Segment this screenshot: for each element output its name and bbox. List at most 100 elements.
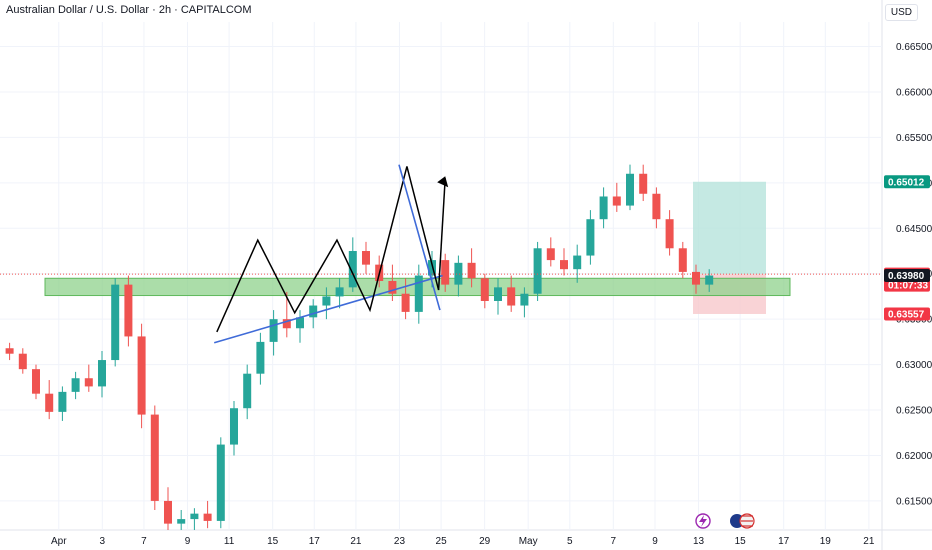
price-tag: 0.63557 [884, 307, 930, 321]
candle [692, 264, 700, 294]
candle [388, 264, 397, 301]
candle [348, 237, 357, 292]
price-tag: 0.63980 [884, 269, 930, 283]
candle [533, 241, 542, 301]
time-tick-label: 17 [778, 536, 790, 547]
trendline [213, 274, 443, 344]
time-tick-label: 25 [436, 536, 448, 547]
time-tick-label: 7 [611, 536, 617, 547]
time-tick-label: 17 [309, 536, 321, 547]
price-tick-label: 0.66000 [896, 87, 932, 98]
price-tick-label: 0.62500 [896, 406, 932, 417]
candle [5, 342, 14, 361]
time-tick-label: 9 [652, 536, 658, 547]
lightning-event-icon[interactable] [695, 513, 711, 529]
candle [441, 253, 450, 292]
candle [507, 275, 516, 312]
target-box [693, 181, 766, 275]
time-tick-label: 21 [350, 536, 362, 547]
candle [269, 310, 278, 356]
candle [494, 278, 502, 315]
candle [203, 500, 212, 529]
flag-event-icon[interactable] [730, 513, 755, 529]
candle [84, 364, 93, 392]
time-tick-label: 29 [479, 536, 491, 547]
time-tick-label: 15 [735, 536, 747, 547]
svg-text:0.63557: 0.63557 [888, 309, 925, 320]
price-tick-label: 0.63000 [896, 360, 932, 371]
candle [639, 164, 648, 202]
event-icons[interactable] [695, 513, 755, 529]
candle [467, 248, 476, 288]
candle [665, 210, 674, 256]
candle [296, 310, 304, 343]
arrow-head [437, 176, 449, 188]
candle [177, 510, 186, 530]
price-tick-label: 0.61500 [896, 496, 932, 507]
time-tick-label: 13 [693, 536, 705, 547]
time-tick-label: May [519, 536, 538, 547]
candle [45, 380, 54, 420]
time-tick-label: 15 [267, 536, 279, 547]
candle [111, 278, 120, 367]
candle [124, 275, 133, 347]
candle [32, 364, 40, 400]
candle [612, 182, 621, 212]
candle [362, 241, 370, 274]
candle [322, 287, 331, 320]
time-axis[interactable]: Apr 3 7 9 11 15 17 21 23 25 29 May 5 7 9 13 15 17 19 21 [51, 536, 875, 547]
price-tag: 0.65012 [884, 175, 930, 189]
candle [230, 400, 238, 456]
currency-badge[interactable]: USD [884, 4, 918, 21]
candle [137, 323, 146, 429]
pattern-line [216, 166, 440, 333]
chart-title: Australian Dollar / U.S. Dollar · 2h · C… [6, 4, 252, 16]
candle [546, 237, 555, 267]
svg-text:0.63980: 0.63980 [888, 271, 925, 282]
channel-line [398, 164, 441, 311]
time-tick-label: 21 [863, 536, 875, 547]
candles [5, 164, 714, 530]
candle [705, 269, 714, 292]
price-tick-label: 0.62000 [896, 451, 932, 462]
candle [282, 291, 291, 338]
candle [335, 278, 344, 309]
candle [454, 255, 463, 297]
candle [256, 332, 265, 385]
candle [599, 187, 608, 229]
candle [414, 264, 423, 324]
candle [58, 386, 67, 421]
time-tick-label: 3 [100, 536, 106, 547]
candle [520, 287, 529, 318]
candle [164, 487, 172, 530]
candle [98, 350, 106, 398]
candle [401, 278, 410, 320]
candle [71, 371, 80, 400]
time-tick-label: 7 [141, 536, 147, 547]
price-tick-label: 0.64500 [896, 224, 932, 235]
candle [243, 364, 252, 420]
time-tick-label: 23 [394, 536, 406, 547]
time-tick-label: 11 [224, 536, 235, 547]
candle [586, 210, 595, 265]
countdown-label: 01:07:33 [888, 281, 928, 292]
time-tick-label: 5 [567, 536, 573, 547]
price-tick-label: 0.65500 [896, 133, 932, 144]
candle [626, 164, 634, 211]
candle [678, 241, 687, 279]
price-tick-label: 0.66500 [896, 42, 932, 53]
time-tick-label: 9 [185, 536, 191, 547]
time-tick-label: 19 [820, 536, 832, 547]
candle [18, 348, 27, 374]
candle [480, 273, 489, 309]
candle [216, 437, 225, 529]
time-tick-label: Apr [51, 536, 67, 547]
candle [573, 244, 582, 283]
projection-line [437, 178, 446, 291]
candle [150, 405, 159, 511]
svg-text:0.65012: 0.65012 [888, 177, 925, 188]
candle [652, 187, 661, 229]
